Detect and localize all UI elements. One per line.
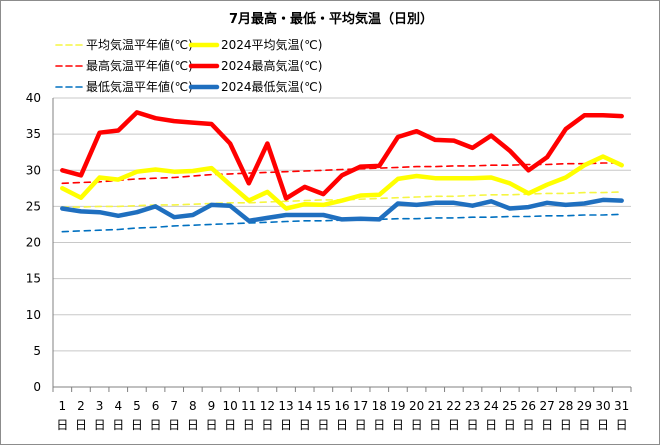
- x-tick-label-unit: 日: [280, 418, 292, 432]
- legend-label: 2024最高気温(℃): [221, 58, 322, 73]
- x-tick-label-unit: 日: [448, 418, 460, 432]
- x-tick-label: 21: [428, 399, 443, 413]
- x-tick-label-unit: 日: [578, 418, 590, 432]
- x-tick-label: 20: [409, 399, 424, 413]
- x-tick-label-unit: 日: [94, 418, 106, 432]
- x-tick-label: 19: [390, 399, 405, 413]
- x-tick-label: 18: [372, 399, 387, 413]
- x-tick-label-unit: 日: [541, 418, 553, 432]
- x-tick-label-unit: 日: [317, 418, 329, 432]
- axes: 05101520253035401日2日3日4日5日6日7日8日9日10日11日…: [26, 91, 632, 432]
- x-tick-label: 8: [189, 399, 197, 413]
- legend-label: 最高気温平年値(℃): [86, 58, 193, 73]
- x-tick-label: 2: [77, 399, 85, 413]
- grid-lines: [53, 97, 631, 352]
- x-tick-label: 27: [539, 399, 554, 413]
- x-tick-label-unit: 日: [224, 418, 236, 432]
- x-tick-label-unit: 日: [616, 418, 628, 432]
- x-tick-label: 17: [353, 399, 368, 413]
- x-tick-label-unit: 日: [336, 418, 348, 432]
- x-tick-label: 22: [446, 399, 461, 413]
- x-tick-label-unit: 日: [187, 418, 199, 432]
- chart-title: 7月最高・最低・平均気温（日別）: [229, 11, 433, 27]
- y-tick-label: 10: [26, 308, 41, 322]
- x-tick-label: 15: [316, 399, 331, 413]
- x-tick-label: 10: [222, 399, 237, 413]
- series-line: [61, 213, 623, 233]
- series-line: [60, 110, 624, 201]
- x-tick-label-unit: 日: [131, 418, 143, 432]
- x-tick-label-unit: 日: [75, 418, 87, 432]
- x-tick-label-unit: 日: [597, 418, 609, 432]
- x-tick-label: 25: [502, 399, 517, 413]
- x-tick-label-unit: 日: [467, 418, 479, 432]
- y-tick-label: 25: [26, 199, 41, 213]
- x-tick-label-unit: 日: [112, 418, 124, 432]
- legend-label: 平均気温平年値(℃): [86, 37, 193, 52]
- series-line: [61, 162, 623, 185]
- x-tick-label-unit: 日: [504, 418, 516, 432]
- legend-label: 2024最低気温(℃): [221, 79, 322, 94]
- x-tick-label-unit: 日: [168, 418, 180, 432]
- y-tick-label: 40: [26, 91, 41, 105]
- x-tick-label: 23: [465, 399, 480, 413]
- x-tick-label-unit: 日: [560, 418, 572, 432]
- legend-label: 2024平均気温(℃): [221, 37, 322, 52]
- x-tick-label: 4: [114, 399, 122, 413]
- y-tick-label: 35: [26, 127, 41, 141]
- legend: 平均気温平年値(℃) 2024平均気温(℃) 最高気温平年値(℃) 2024最高気温(…: [55, 37, 322, 94]
- x-tick-label-unit: 日: [261, 418, 273, 432]
- x-tick-label-unit: 日: [56, 418, 68, 432]
- x-tick-label: 28: [558, 399, 573, 413]
- x-tick-label: 9: [208, 399, 216, 413]
- x-tick-label: 11: [241, 399, 256, 413]
- x-tick-label: 26: [521, 399, 536, 413]
- series-line: [60, 154, 624, 211]
- x-tick-label-unit: 日: [411, 418, 423, 432]
- y-tick-label: 20: [26, 236, 41, 250]
- x-tick-label: 31: [614, 399, 629, 413]
- x-tick-label-unit: 日: [429, 418, 441, 432]
- x-tick-label-unit: 日: [373, 418, 385, 432]
- x-tick-label-unit: 日: [150, 418, 162, 432]
- legend-label: 最低気温平年値(℃): [86, 79, 193, 94]
- x-tick-label-unit: 日: [205, 418, 217, 432]
- x-tick-label: 30: [595, 399, 610, 413]
- x-tick-label-unit: 日: [522, 418, 534, 432]
- x-tick-label: 29: [577, 399, 592, 413]
- x-tick-label-unit: 日: [355, 418, 367, 432]
- x-tick-label: 14: [297, 399, 312, 413]
- y-tick-label: 0: [33, 380, 41, 394]
- x-tick-label: 16: [334, 399, 349, 413]
- series-lines: [60, 110, 624, 233]
- x-tick-label: 5: [133, 399, 141, 413]
- x-tick-label: 24: [484, 399, 499, 413]
- y-tick-label: 5: [33, 344, 41, 358]
- x-tick-label: 13: [278, 399, 293, 413]
- x-tick-label-unit: 日: [243, 418, 255, 432]
- x-tick-label: 7: [170, 399, 178, 413]
- y-tick-label: 15: [26, 272, 41, 286]
- x-tick-label: 6: [152, 399, 160, 413]
- x-tick-label: 1: [59, 399, 67, 413]
- x-tick-label-unit: 日: [392, 418, 404, 432]
- series-line: [60, 197, 624, 224]
- x-tick-label: 3: [96, 399, 104, 413]
- x-tick-label-unit: 日: [299, 418, 311, 432]
- x-tick-label: 12: [260, 399, 275, 413]
- x-tick-label-unit: 日: [485, 418, 497, 432]
- y-tick-label: 30: [26, 163, 41, 177]
